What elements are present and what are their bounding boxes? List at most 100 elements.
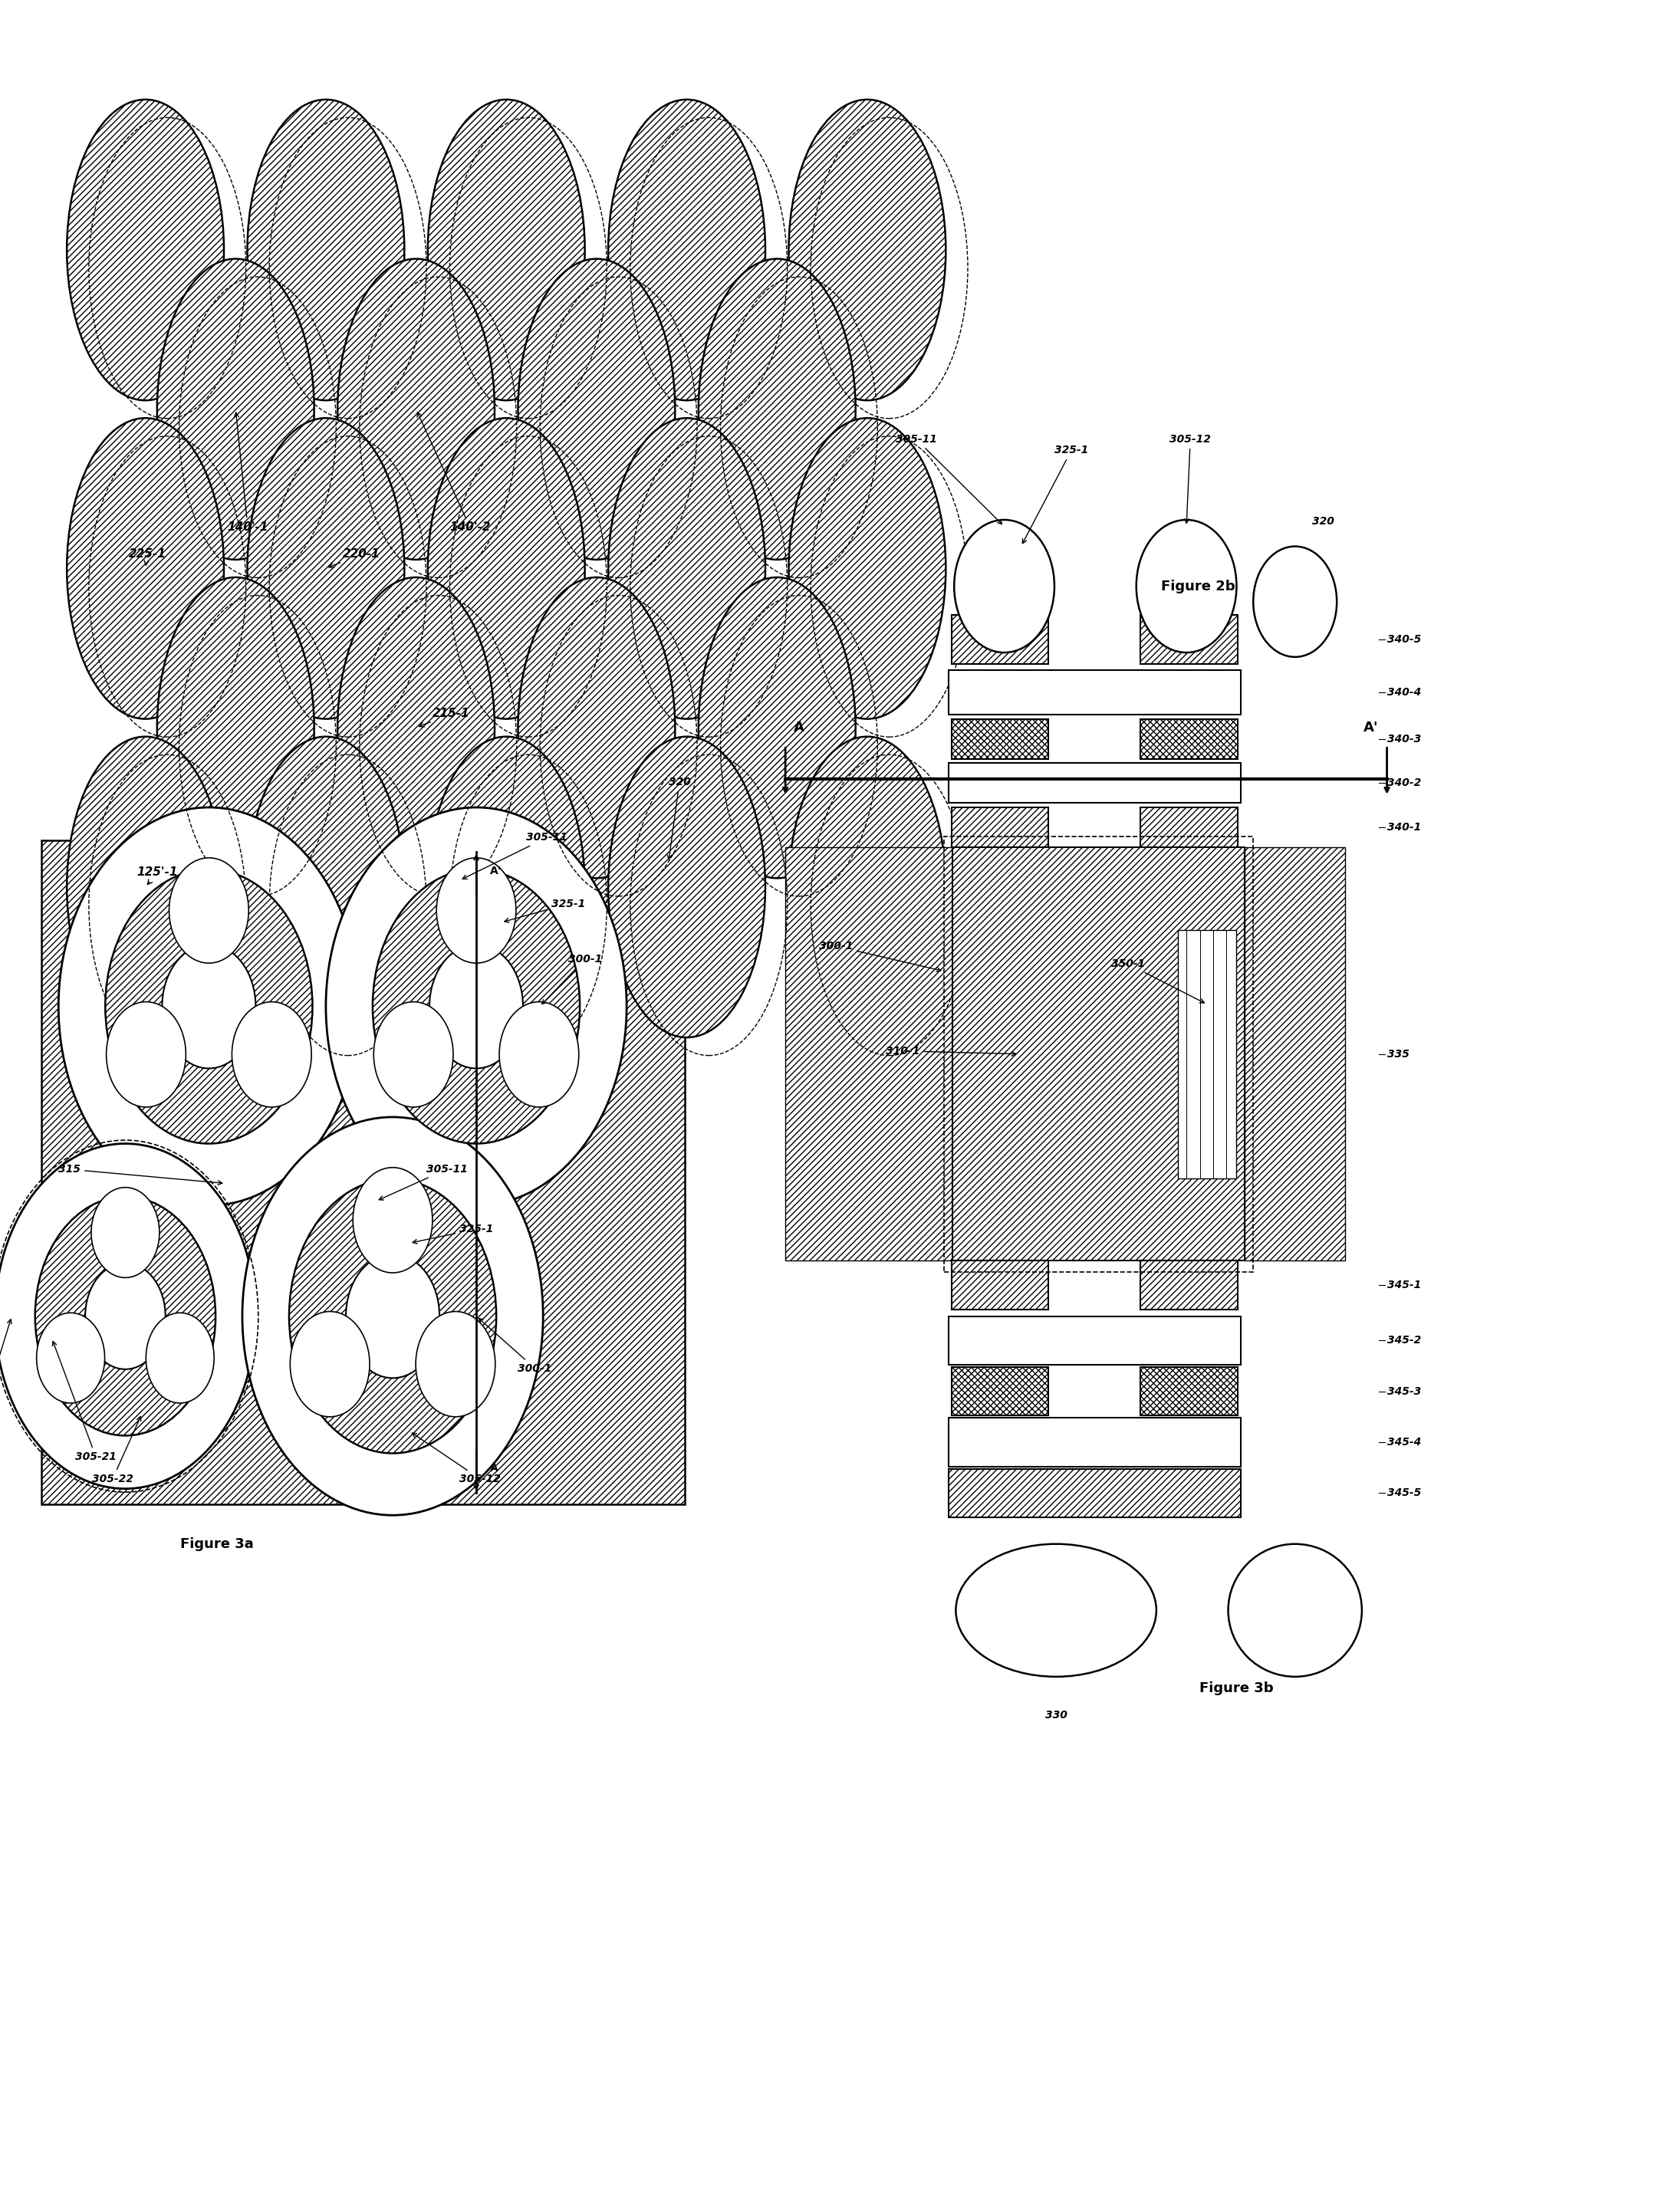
- Text: Figure 3b: Figure 3b: [1200, 1681, 1273, 1694]
- Text: Figure 2b: Figure 2b: [1161, 580, 1235, 593]
- Ellipse shape: [1228, 1544, 1362, 1677]
- Circle shape: [242, 1117, 543, 1515]
- Text: 350-1: 350-1: [1111, 958, 1205, 1002]
- Text: 345-2: 345-2: [1387, 1336, 1420, 1345]
- Ellipse shape: [338, 259, 495, 560]
- Bar: [952, 719, 1049, 759]
- Text: 340-2: 340-2: [1387, 779, 1420, 787]
- Text: 345-1: 345-1: [1387, 1281, 1420, 1290]
- Text: 140'-1: 140'-1: [227, 411, 269, 533]
- Text: 315: 315: [58, 1164, 222, 1186]
- Text: 345-4: 345-4: [1387, 1438, 1420, 1447]
- Bar: [949, 1469, 1240, 1517]
- Bar: [42, 841, 685, 1504]
- Text: 320: 320: [1312, 515, 1333, 526]
- Ellipse shape: [247, 418, 404, 719]
- Circle shape: [429, 945, 523, 1068]
- Ellipse shape: [157, 259, 314, 560]
- Ellipse shape: [428, 100, 585, 400]
- Ellipse shape: [518, 577, 675, 878]
- Circle shape: [92, 1188, 159, 1279]
- Text: 335: 335: [1387, 1048, 1409, 1060]
- Ellipse shape: [956, 1544, 1156, 1677]
- Circle shape: [416, 1312, 495, 1416]
- Bar: [1140, 1367, 1237, 1416]
- Circle shape: [1136, 520, 1237, 653]
- Text: Figure 3a: Figure 3a: [180, 1537, 254, 1551]
- Text: 305-22: 305-22: [92, 1416, 140, 1484]
- Ellipse shape: [789, 418, 946, 719]
- Ellipse shape: [247, 100, 404, 400]
- Text: A: A: [490, 1462, 498, 1473]
- Circle shape: [0, 1144, 256, 1489]
- Text: 345-3: 345-3: [1387, 1387, 1420, 1396]
- Text: 300-2: 300-2: [0, 1318, 12, 1440]
- Circle shape: [289, 1179, 496, 1453]
- Ellipse shape: [428, 737, 585, 1037]
- Bar: [952, 847, 1245, 1261]
- Text: 140'-2: 140'-2: [418, 411, 491, 533]
- Text: 340-4: 340-4: [1387, 688, 1420, 697]
- Bar: [944, 836, 1253, 1272]
- Bar: [67, 100, 1019, 763]
- Bar: [1140, 807, 1237, 847]
- Ellipse shape: [247, 737, 404, 1037]
- Ellipse shape: [608, 737, 765, 1037]
- Bar: [952, 615, 1049, 664]
- Circle shape: [85, 1263, 165, 1369]
- Bar: [1140, 1261, 1237, 1310]
- Text: 325-1: 325-1: [505, 898, 585, 922]
- Text: 220-1: 220-1: [329, 549, 379, 568]
- Text: 305-11: 305-11: [896, 434, 1003, 524]
- Text: 225-1: 225-1: [129, 549, 165, 566]
- Bar: [1245, 847, 1345, 1261]
- Circle shape: [162, 945, 256, 1068]
- Ellipse shape: [789, 100, 946, 400]
- Circle shape: [145, 1312, 214, 1402]
- Ellipse shape: [518, 259, 675, 560]
- Text: 320: 320: [667, 776, 690, 860]
- Text: 305-12: 305-12: [1170, 434, 1211, 524]
- Ellipse shape: [67, 100, 224, 400]
- Bar: [949, 670, 1240, 714]
- Text: 305-11: 305-11: [463, 832, 568, 878]
- Text: 330: 330: [1044, 1710, 1068, 1721]
- Circle shape: [373, 869, 580, 1144]
- Text: 125'-1: 125'-1: [137, 867, 179, 885]
- Bar: [1140, 719, 1237, 759]
- Text: 325-1: 325-1: [1023, 445, 1088, 544]
- Circle shape: [326, 807, 627, 1206]
- Text: 310-1: 310-1: [886, 1046, 1016, 1057]
- Bar: [949, 1418, 1240, 1467]
- Text: 340-5: 340-5: [1387, 635, 1420, 644]
- Circle shape: [1253, 546, 1337, 657]
- Circle shape: [291, 1312, 369, 1416]
- Text: 300-1: 300-1: [541, 953, 602, 1004]
- Ellipse shape: [789, 737, 946, 1037]
- Ellipse shape: [698, 259, 856, 560]
- Circle shape: [35, 1197, 216, 1436]
- Ellipse shape: [698, 577, 856, 878]
- Ellipse shape: [338, 577, 495, 878]
- Circle shape: [353, 1168, 433, 1272]
- Text: 340-3: 340-3: [1387, 734, 1420, 743]
- Circle shape: [346, 1254, 439, 1378]
- Circle shape: [232, 1002, 311, 1106]
- Circle shape: [37, 1312, 105, 1402]
- Bar: [1178, 929, 1237, 1179]
- Ellipse shape: [67, 737, 224, 1037]
- Text: 305-11: 305-11: [379, 1164, 468, 1199]
- Circle shape: [169, 858, 249, 962]
- Ellipse shape: [157, 577, 314, 878]
- Text: 345-5: 345-5: [1387, 1489, 1420, 1498]
- Text: 305-21: 305-21: [52, 1340, 117, 1462]
- Text: 325-1: 325-1: [413, 1223, 493, 1243]
- Text: A: A: [794, 721, 804, 734]
- Text: 305-12: 305-12: [413, 1433, 501, 1484]
- Circle shape: [107, 1002, 185, 1106]
- Text: A': A': [490, 865, 501, 876]
- Bar: [952, 807, 1049, 847]
- Circle shape: [500, 1002, 578, 1106]
- Ellipse shape: [428, 418, 585, 719]
- Circle shape: [374, 1002, 453, 1106]
